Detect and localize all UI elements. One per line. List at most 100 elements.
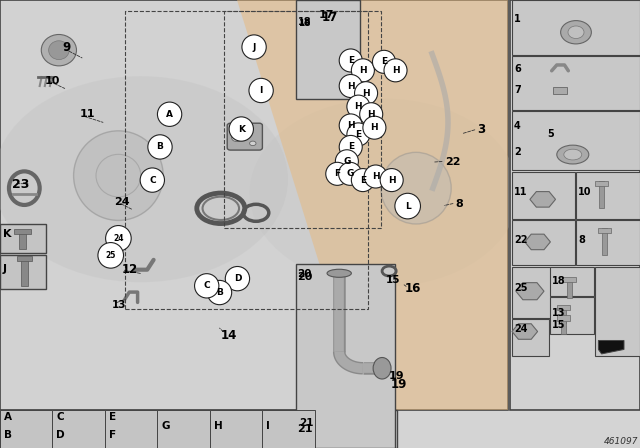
Ellipse shape xyxy=(157,102,182,126)
Text: E: E xyxy=(348,56,354,65)
Ellipse shape xyxy=(339,49,362,72)
Text: 10: 10 xyxy=(578,187,591,197)
Text: 6: 6 xyxy=(514,65,521,74)
Bar xyxy=(157,410,210,448)
Text: 2: 2 xyxy=(514,147,521,157)
Text: B: B xyxy=(157,142,163,151)
Bar xyxy=(512,220,575,265)
Bar xyxy=(563,276,576,282)
Bar xyxy=(224,11,381,228)
Bar xyxy=(602,228,607,255)
Bar xyxy=(512,111,640,170)
Text: 25: 25 xyxy=(514,283,527,293)
Text: 17: 17 xyxy=(319,10,334,20)
Text: H: H xyxy=(388,176,396,185)
Bar xyxy=(125,11,368,309)
Bar xyxy=(512,172,575,219)
Circle shape xyxy=(250,99,518,287)
Text: E: E xyxy=(348,142,354,151)
Text: 3: 3 xyxy=(477,123,486,137)
Text: B: B xyxy=(4,430,12,440)
Text: 23: 23 xyxy=(12,178,29,191)
Text: G: G xyxy=(161,421,170,431)
Text: 22: 22 xyxy=(514,235,527,245)
Text: 9: 9 xyxy=(63,40,71,54)
Bar xyxy=(0,410,397,448)
Text: H: H xyxy=(214,421,223,431)
Ellipse shape xyxy=(339,162,362,185)
Text: 7: 7 xyxy=(514,85,521,95)
Circle shape xyxy=(250,141,256,146)
Text: H: H xyxy=(355,102,362,111)
Bar xyxy=(557,315,570,321)
Bar xyxy=(21,257,28,286)
Bar xyxy=(598,228,611,233)
Text: 8: 8 xyxy=(578,235,585,245)
Text: 18: 18 xyxy=(552,276,566,286)
Text: 1: 1 xyxy=(514,14,521,24)
Text: J: J xyxy=(3,264,6,274)
Ellipse shape xyxy=(360,103,383,126)
Ellipse shape xyxy=(326,162,349,185)
Text: 21: 21 xyxy=(299,418,314,428)
Ellipse shape xyxy=(557,145,589,164)
Bar xyxy=(510,0,640,410)
Polygon shape xyxy=(598,340,624,354)
Text: C: C xyxy=(204,281,210,290)
Bar xyxy=(599,181,604,208)
Text: C: C xyxy=(149,176,156,185)
Ellipse shape xyxy=(568,26,584,39)
Text: J: J xyxy=(252,43,256,52)
Text: 18: 18 xyxy=(298,18,311,27)
Ellipse shape xyxy=(384,59,407,82)
Text: G: G xyxy=(346,169,354,178)
Text: 5: 5 xyxy=(547,129,554,139)
Text: 8: 8 xyxy=(456,199,463,209)
Text: 13: 13 xyxy=(112,300,127,310)
Circle shape xyxy=(0,76,288,282)
Ellipse shape xyxy=(96,154,141,197)
Ellipse shape xyxy=(49,41,69,60)
Text: H: H xyxy=(371,123,378,132)
Text: 24: 24 xyxy=(114,198,129,207)
Text: 21: 21 xyxy=(298,424,313,434)
Ellipse shape xyxy=(225,267,250,291)
Bar xyxy=(512,319,549,356)
Bar xyxy=(0,224,46,253)
Bar xyxy=(296,264,395,448)
Text: 10: 10 xyxy=(45,76,60,86)
Ellipse shape xyxy=(339,74,362,98)
Bar xyxy=(14,229,31,234)
Text: E: E xyxy=(360,176,366,185)
Text: H: H xyxy=(392,66,399,75)
Text: H: H xyxy=(362,89,370,98)
Text: H: H xyxy=(359,66,367,75)
Text: A: A xyxy=(166,110,173,119)
Ellipse shape xyxy=(327,269,351,277)
Text: 16: 16 xyxy=(404,282,421,296)
Text: 19: 19 xyxy=(390,378,407,391)
Text: G: G xyxy=(343,157,351,166)
Ellipse shape xyxy=(380,168,403,192)
Text: 14: 14 xyxy=(221,328,237,342)
Ellipse shape xyxy=(351,168,374,192)
Polygon shape xyxy=(512,324,538,339)
Text: I: I xyxy=(266,421,270,431)
Ellipse shape xyxy=(242,35,266,59)
Text: C: C xyxy=(56,412,64,422)
Text: H: H xyxy=(367,110,375,119)
Text: 19: 19 xyxy=(389,370,404,380)
Ellipse shape xyxy=(347,123,370,146)
Ellipse shape xyxy=(195,274,219,298)
Polygon shape xyxy=(530,192,556,207)
Ellipse shape xyxy=(351,59,374,82)
Text: I: I xyxy=(259,86,263,95)
Text: E: E xyxy=(381,57,387,66)
Bar xyxy=(296,0,360,99)
Bar xyxy=(576,172,640,219)
Text: 17: 17 xyxy=(322,10,338,24)
Bar xyxy=(550,267,594,296)
Text: D: D xyxy=(234,274,241,283)
Bar xyxy=(553,87,567,94)
Text: K: K xyxy=(238,125,244,134)
